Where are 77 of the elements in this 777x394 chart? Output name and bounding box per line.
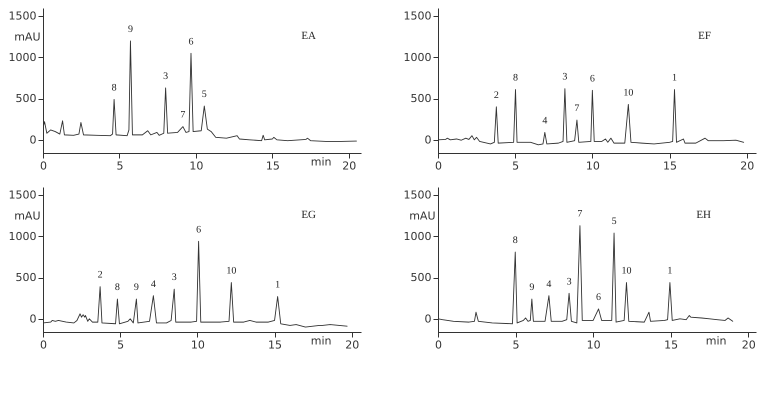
y-tick-label: 1000 bbox=[8, 50, 36, 64]
annotation: EG bbox=[301, 209, 316, 221]
x-tick-label: 10 bbox=[189, 160, 204, 172]
annotation: 1 bbox=[672, 72, 677, 84]
y-tick-label: 500 bbox=[16, 271, 36, 284]
annotation: 7 bbox=[577, 208, 582, 220]
x-axis-title: min bbox=[706, 334, 727, 348]
x-tick-label: 10 bbox=[586, 160, 600, 172]
y-tick-label: 1500 bbox=[8, 188, 36, 202]
x-tick-label: 5 bbox=[512, 338, 520, 352]
y-tick-label: 1500 bbox=[404, 188, 432, 202]
y-tick-label: 0 bbox=[30, 312, 36, 326]
x-tick-label: 5 bbox=[117, 338, 124, 352]
annotation: EF bbox=[698, 30, 711, 42]
annotation: 3 bbox=[172, 272, 177, 284]
annotation: 7 bbox=[574, 103, 580, 114]
annotation: 10 bbox=[623, 87, 634, 98]
y-tick-label: 1500 bbox=[404, 10, 432, 23]
annotation: 3 bbox=[163, 70, 168, 82]
x-axis-title: min bbox=[310, 334, 332, 348]
y-tick-label: 0 bbox=[424, 133, 432, 146]
annotation: 7 bbox=[180, 110, 186, 121]
x-axis-title: min bbox=[310, 156, 332, 168]
x-tick-label: 20 bbox=[345, 338, 360, 352]
x-tick-label: 10 bbox=[190, 338, 205, 352]
annotation: 6 bbox=[596, 292, 602, 303]
x-tick-label: 0 bbox=[435, 160, 442, 172]
annotation: 9 bbox=[529, 282, 534, 294]
x-tick-label: 20 bbox=[740, 160, 754, 172]
annotation: 4 bbox=[150, 278, 156, 290]
x-tick-label: 0 bbox=[435, 338, 442, 352]
x-tick-label: 5 bbox=[116, 160, 124, 172]
annotation: 4 bbox=[542, 115, 548, 126]
annotation: 9 bbox=[134, 282, 139, 294]
y-tick-label: 1000 bbox=[404, 50, 432, 64]
y-tick-label: 500 bbox=[410, 271, 432, 284]
annotation: EA bbox=[301, 30, 316, 42]
y-tick-label: 0 bbox=[424, 312, 432, 326]
x-tick-label: 5 bbox=[512, 160, 520, 172]
annotation: EH bbox=[696, 209, 712, 221]
y-tick-label: 1000 bbox=[8, 230, 36, 243]
y-tick-label: 1500 bbox=[8, 10, 36, 23]
annotation: 8 bbox=[512, 72, 518, 84]
annotation: 10 bbox=[621, 266, 632, 277]
y-tick-label: 500 bbox=[410, 92, 432, 106]
annotation: 8 bbox=[114, 282, 120, 294]
annotation: 1 bbox=[275, 280, 280, 291]
x-tick-label: 15 bbox=[663, 160, 678, 172]
y-tick-label: 1000 bbox=[404, 230, 432, 243]
annotation: 5 bbox=[612, 216, 617, 228]
annotation: 5 bbox=[202, 89, 207, 100]
annotation: 8 bbox=[112, 82, 117, 94]
annotation: 6 bbox=[196, 224, 202, 236]
annotation: 6 bbox=[188, 36, 194, 48]
x-tick-label: 20 bbox=[742, 338, 756, 352]
x-tick-label: 15 bbox=[268, 338, 282, 352]
annotation: 6 bbox=[590, 73, 595, 84]
x-tick-label: 15 bbox=[266, 160, 280, 172]
x-tick-label: 15 bbox=[664, 338, 678, 352]
y-axis-title: mAU bbox=[14, 209, 40, 222]
x-tick-label: 0 bbox=[40, 160, 47, 172]
y-axis-title: mAU bbox=[14, 30, 40, 44]
x-tick-label: 20 bbox=[342, 160, 356, 172]
annotation: 3 bbox=[566, 276, 572, 288]
y-tick-label: 0 bbox=[30, 133, 36, 146]
x-tick-label: 10 bbox=[586, 338, 601, 352]
annotation: 2 bbox=[98, 270, 103, 281]
annotation: 10 bbox=[226, 266, 236, 277]
x-tick-label: 0 bbox=[40, 338, 47, 352]
annotation: 4 bbox=[546, 278, 552, 290]
annotation: 3 bbox=[562, 72, 568, 83]
y-axis-title: mAU bbox=[409, 209, 436, 222]
annotation: 9 bbox=[128, 24, 133, 35]
y-tick-label: 500 bbox=[16, 92, 36, 106]
annotation: 8 bbox=[512, 235, 518, 246]
annotation: 1 bbox=[667, 266, 672, 277]
annotation: 2 bbox=[494, 90, 499, 101]
